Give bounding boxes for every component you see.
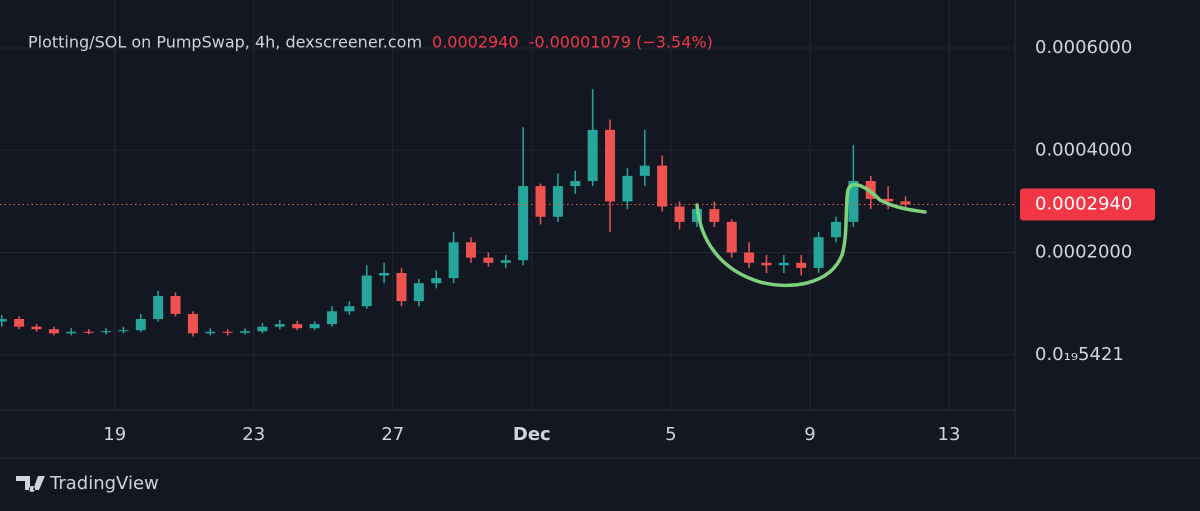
x-tick-label: 13	[938, 424, 961, 445]
candle-body	[396, 272, 407, 302]
candle-body	[66, 331, 77, 334]
candle-body	[448, 242, 459, 279]
x-tick-label: 19	[103, 424, 126, 445]
x-tick-label: 27	[381, 424, 404, 445]
candle-body	[639, 165, 650, 176]
candle-body	[744, 252, 755, 263]
y-tick-label: 0.0006000	[1035, 37, 1132, 58]
candle-body	[483, 257, 494, 263]
candle-body	[101, 331, 112, 333]
candles	[0, 88, 1015, 337]
candle-body	[240, 331, 251, 333]
candle-body	[187, 313, 198, 334]
candle-body	[83, 331, 94, 333]
branding: TradingView	[49, 473, 159, 494]
x-tick-label: 5	[665, 424, 676, 445]
labels: 0.0₁₉5421 0.0002000 0.0004000 0.0006000 19 23…	[103, 37, 1155, 445]
y-tick-label: 0.0004000	[1035, 139, 1132, 160]
logo-icon	[16, 476, 45, 492]
candle-body	[552, 186, 563, 217]
candle-body	[153, 295, 164, 320]
candle-body	[431, 278, 442, 284]
y-tick-label: 0.0002000	[1035, 242, 1132, 263]
candle-body	[0, 319, 7, 322]
candle-body	[379, 272, 390, 276]
candle-body	[535, 186, 546, 217]
candle-body	[796, 262, 807, 268]
candle-body	[605, 129, 616, 202]
candle-body	[900, 201, 911, 205]
candle-body	[309, 324, 320, 329]
candle-body	[813, 237, 824, 268]
candle-body	[500, 260, 511, 263]
x-tick-label: Dec	[513, 424, 551, 445]
candle-body	[48, 329, 59, 334]
y-tick-label: 0.0₁₉5421	[1035, 344, 1124, 365]
x-tick-label: 23	[242, 424, 265, 445]
candle-body	[518, 186, 529, 261]
candle-body	[657, 165, 668, 207]
cup-annotation	[695, 182, 927, 288]
last-price-box	[1020, 188, 1155, 221]
candle-body	[883, 198, 894, 202]
header-change: -0.00001079 (−3.54%)	[529, 33, 713, 52]
grid	[0, 0, 1015, 410]
candle-body	[326, 311, 337, 325]
candle-body	[674, 206, 685, 222]
candle-body	[257, 326, 268, 332]
header-price: 0.0002940	[432, 33, 519, 52]
last-price-label: 0.0002940	[1035, 193, 1132, 214]
candle-body	[848, 180, 859, 222]
candle-body	[118, 330, 129, 332]
candle-body	[570, 180, 581, 187]
candle-body	[170, 295, 181, 314]
candle-body	[205, 331, 216, 334]
candle-body	[344, 306, 355, 312]
candle-body	[778, 262, 789, 266]
candle-body	[135, 319, 146, 331]
candle-body	[709, 209, 720, 222]
candle-body	[222, 331, 233, 333]
candle-body	[274, 324, 285, 327]
candle-body	[622, 175, 633, 202]
chart-title: Plotting/SOL on PumpSwap, 4h, dexscreene…	[28, 33, 422, 52]
x-tick-label: 9	[804, 424, 815, 445]
candle-body	[31, 326, 42, 330]
tradingview-logo: TradingView	[16, 473, 159, 494]
candle-body	[361, 275, 372, 307]
candle-body	[830, 221, 841, 238]
candle-body	[14, 319, 25, 327]
candle-body	[587, 129, 598, 181]
candle-body	[466, 242, 477, 258]
candle-body	[413, 283, 424, 302]
candle-body	[761, 262, 772, 266]
candle-body	[726, 221, 737, 253]
candle-body	[292, 324, 303, 329]
